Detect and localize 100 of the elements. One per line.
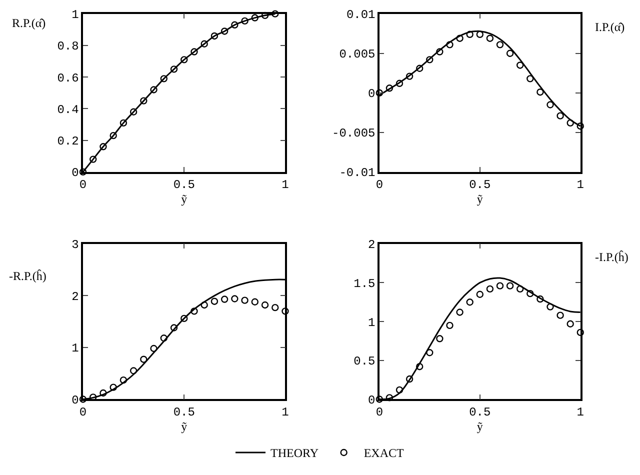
point — [110, 132, 117, 140]
point — [386, 394, 394, 402]
point — [282, 308, 289, 315]
point — [272, 10, 279, 18]
point — [200, 40, 208, 48]
x-tick-label: 1 — [576, 178, 584, 192]
point — [220, 296, 228, 303]
point — [150, 86, 158, 94]
point — [90, 156, 97, 163]
point — [456, 34, 464, 42]
point — [566, 119, 574, 127]
point — [241, 17, 248, 25]
point — [416, 64, 424, 72]
point — [210, 32, 218, 40]
point — [436, 335, 444, 342]
point — [79, 396, 87, 403]
point — [120, 119, 128, 127]
point — [576, 328, 584, 336]
y-tick-label: -0.005 — [332, 126, 376, 141]
point — [150, 344, 158, 352]
point — [231, 21, 238, 29]
point — [170, 66, 178, 73]
point — [466, 298, 474, 306]
point — [546, 101, 554, 108]
point — [426, 349, 434, 356]
y-tick-label: 0.4 — [57, 102, 79, 117]
point — [251, 14, 258, 22]
x-tick-label: 1 — [576, 405, 584, 420]
y-tick-label: 0.8 — [57, 40, 79, 54]
x-axis-title: ỹ — [181, 419, 188, 434]
y-axis-title: -R.P.(ĥ) — [9, 269, 46, 283]
point — [576, 122, 584, 130]
point — [396, 80, 404, 88]
point — [476, 30, 484, 38]
point — [536, 88, 544, 96]
y-tick-label: 1 — [368, 316, 376, 330]
y-tick-label: 0.5 — [354, 354, 376, 369]
point — [231, 295, 238, 302]
x-tick-label: 0.5 — [173, 178, 195, 192]
point — [130, 367, 138, 374]
y-tick-label: 2 — [72, 290, 79, 304]
x-tick-label: 0.5 — [469, 178, 491, 192]
y-axis-title: I.P.(α̂) — [595, 20, 625, 34]
y-tick-label: 2 — [368, 238, 376, 252]
point — [486, 34, 494, 42]
x-axis-title: ỹ — [476, 192, 483, 206]
point — [446, 322, 454, 330]
x-tick-label: 1 — [282, 178, 289, 192]
y-tick-label: 1 — [72, 342, 79, 356]
point — [526, 290, 534, 298]
y-tick-label: 1.5 — [354, 276, 376, 291]
point — [506, 50, 514, 57]
point — [516, 285, 524, 293]
y-axis-title: -I.P.(ĥ) — [595, 250, 628, 264]
point — [496, 41, 504, 48]
y-tick-label: 0.005 — [339, 48, 376, 62]
point — [261, 12, 269, 20]
point — [190, 308, 198, 315]
point — [140, 356, 148, 363]
y-tick-label: 3 — [72, 238, 79, 252]
point — [406, 375, 414, 383]
x-axis-title: ỹ — [181, 192, 188, 206]
y-tick-label: 0 — [368, 393, 376, 408]
y-tick-label: 0.2 — [57, 134, 79, 149]
x-tick-label: 0.5 — [469, 405, 491, 420]
point — [200, 301, 208, 309]
point — [466, 30, 474, 38]
point — [261, 301, 269, 309]
point — [476, 290, 484, 298]
point — [160, 334, 168, 342]
point — [120, 376, 128, 384]
point — [566, 320, 574, 328]
y-tick-label: 0.01 — [346, 8, 376, 22]
point — [272, 304, 279, 312]
point — [160, 75, 168, 82]
x-axis-title: ỹ — [476, 419, 483, 434]
legend-label: THEORY — [270, 446, 319, 460]
point — [251, 298, 258, 306]
point — [100, 143, 107, 150]
point — [241, 296, 248, 304]
point — [446, 41, 454, 48]
x-tick-label: 0.5 — [173, 405, 195, 420]
point — [210, 298, 218, 305]
point — [376, 396, 384, 403]
x-tick-label: 1 — [282, 405, 289, 420]
point — [220, 28, 228, 35]
point — [180, 56, 188, 64]
point — [130, 108, 138, 116]
point — [110, 384, 117, 391]
point — [556, 312, 564, 319]
point — [436, 48, 444, 56]
point — [140, 97, 148, 104]
point — [416, 363, 424, 370]
point — [376, 89, 384, 96]
point — [406, 72, 414, 80]
point — [386, 84, 394, 92]
point — [426, 56, 434, 64]
point — [486, 285, 494, 293]
point — [556, 112, 564, 120]
point — [496, 282, 504, 290]
